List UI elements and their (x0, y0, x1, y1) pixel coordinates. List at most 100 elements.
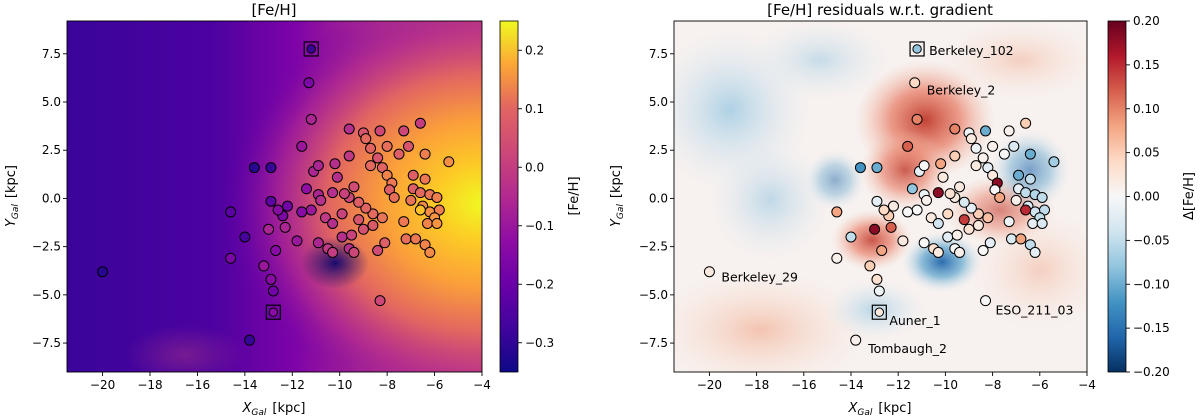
cluster-point (921, 194, 933, 206)
colorbar-2 (1107, 20, 1127, 373)
panel-1-ylabel: YGal[kpc] (4, 165, 21, 227)
cluster-point (958, 196, 970, 208)
cluster-point (348, 246, 360, 258)
cluster-point (315, 194, 327, 206)
colorbar-tick-label: 0.0 (525, 160, 544, 174)
y-tick-label: 0.0 (649, 191, 668, 205)
cluster-point (398, 216, 410, 228)
cluster-point (258, 260, 270, 272)
cluster-point (932, 187, 944, 199)
cluster-point (1008, 140, 1020, 152)
colorbar-tick-label: −0.3 (525, 336, 554, 350)
colorbar-tick-label: 0.05 (1133, 146, 1160, 160)
x-tick-label: −6 (1031, 378, 1049, 392)
cluster-annotation: Auner_1 (889, 313, 940, 328)
x-tick-label: −8 (984, 378, 1002, 392)
panel-2-title: [Fe/H] residuals w.r.t. gradient (767, 1, 993, 19)
cluster-point (379, 237, 391, 249)
cluster-point (998, 148, 1010, 160)
cluster-point (951, 229, 963, 241)
cluster-point (871, 273, 883, 285)
cluster-point (876, 245, 888, 256)
cluster-point (972, 219, 984, 231)
cluster-point (407, 169, 419, 181)
x-tick-label: −12 (280, 378, 305, 392)
cluster-point (965, 202, 977, 214)
cluster-box-marker (303, 41, 319, 57)
cluster-box-marker (871, 304, 887, 320)
cluster-point (312, 160, 324, 172)
y-tick-label: −2.5 (639, 240, 668, 254)
cluster-annotation: ESO_211_03 (996, 303, 1074, 318)
y-tick-label: −5.0 (32, 288, 61, 302)
x-tick-label: −4 (473, 378, 491, 392)
x-tick-label: −16 (185, 378, 210, 392)
cluster-point (703, 266, 715, 278)
panel-1-title: [Fe/H] (251, 1, 296, 19)
cluster-point (1020, 187, 1032, 199)
colorbar-tick-label: 0.10 (1133, 102, 1160, 116)
cluster-point (272, 204, 284, 216)
x-tick-label: −10 (327, 378, 352, 392)
cluster-point (267, 285, 279, 297)
cluster-point (301, 183, 313, 195)
cluster-point (1036, 191, 1048, 203)
cluster-point (303, 77, 315, 89)
cluster-point (972, 208, 984, 220)
cluster-point (393, 148, 405, 160)
cluster-point (912, 44, 922, 54)
cluster-point (1005, 233, 1017, 245)
cluster-point (265, 162, 277, 174)
cluster-point (984, 237, 996, 249)
cluster-point (248, 162, 260, 174)
cluster-point (419, 173, 431, 185)
cluster-point (850, 334, 862, 346)
panel-1-frame (66, 20, 483, 373)
y-tick-label: −7.5 (639, 336, 668, 350)
cluster-point (963, 223, 975, 235)
cluster-point (319, 212, 331, 224)
cluster-point (268, 307, 279, 317)
y-tick-label: −5.0 (639, 288, 668, 302)
cluster-point (367, 208, 379, 220)
cluster-point (911, 204, 923, 216)
cluster-point (360, 133, 372, 145)
cluster-point (424, 246, 436, 258)
cluster-point (980, 295, 992, 307)
cluster-point (970, 160, 982, 172)
cluster-point (871, 195, 883, 207)
y-tick-label: 2.5 (42, 143, 61, 157)
cluster-point (918, 237, 930, 249)
cluster-point (327, 187, 339, 199)
colorbar-tick-label: 0.2 (525, 43, 544, 57)
cluster-point (887, 200, 899, 212)
cluster-point (977, 245, 989, 256)
x-tick-label: −20 (90, 378, 115, 392)
cluster-point (225, 206, 237, 218)
cluster-point (1003, 125, 1015, 137)
colorbar-tick-label: 0.20 (1133, 14, 1160, 28)
cluster-point (410, 233, 422, 245)
cluster-point (431, 218, 443, 229)
cluster-point (239, 231, 251, 243)
cluster-point (381, 140, 393, 152)
cluster-point (400, 233, 412, 245)
cluster-point (994, 191, 1006, 203)
cluster-point (405, 194, 417, 206)
x-tick-label: −10 (933, 378, 958, 392)
cluster-point (942, 208, 954, 220)
cluster-point (388, 191, 400, 203)
cluster-point (329, 158, 341, 170)
cluster-point (414, 117, 426, 129)
cluster-point (1036, 218, 1048, 229)
cluster-point (327, 218, 339, 229)
cluster-point (443, 156, 455, 168)
cluster-point (97, 266, 109, 278)
cluster-point (374, 125, 386, 137)
y-tick-label: 0.0 (42, 191, 61, 205)
colorbar-tick-label: −0.10 (1133, 277, 1170, 291)
cluster-point (312, 237, 324, 249)
x-tick-label: −18 (137, 378, 162, 392)
cluster-point (885, 221, 897, 233)
